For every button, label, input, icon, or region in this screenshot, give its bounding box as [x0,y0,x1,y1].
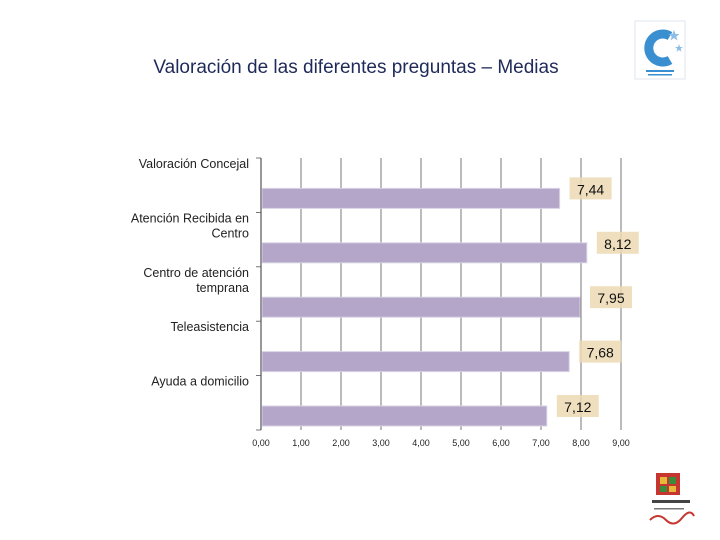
x-tick-label: 3,00 [372,438,390,448]
bar [261,351,570,373]
bar [261,405,548,427]
value-label-box [579,340,622,363]
x-tick-label: 9,00 [612,438,630,448]
bar [261,296,581,318]
value-label: 7,95 [597,290,624,306]
category-label: Ayuda a domicilio [151,375,249,389]
value-label-box [556,395,599,417]
value-label-box [590,286,632,309]
x-tick-label: 7,00 [532,438,550,448]
las-torres-icon [649,473,695,525]
category-label: Centro [211,226,249,240]
x-tick-label: 5,00 [452,438,470,448]
bar [261,187,561,209]
category-label: Atención Recibida en [131,211,249,225]
bar [261,242,588,264]
x-tick-label: 2,00 [332,438,350,448]
category-label: temprana [196,281,249,295]
x-tick-label: 1,00 [292,438,310,448]
x-tick-label: 4,00 [412,438,430,448]
x-tick-label: 8,00 [572,438,590,448]
value-label-box [569,177,612,200]
category-label: Teleasistencia [170,320,249,334]
value-label: 7,68 [587,345,614,361]
value-label: 7,12 [564,399,591,415]
category-label: Centro de atención [143,266,249,280]
value-label: 7,44 [577,181,604,197]
x-tick-label: 6,00 [492,438,510,448]
value-label-box [596,231,639,254]
value-label: 8,12 [604,236,631,252]
page-title: Valoración de las diferentes preguntas –… [153,57,559,78]
consejo-icon [634,20,686,80]
x-tick-label: 0,00 [252,438,270,448]
category-label: Valoración Concejal [139,157,249,171]
